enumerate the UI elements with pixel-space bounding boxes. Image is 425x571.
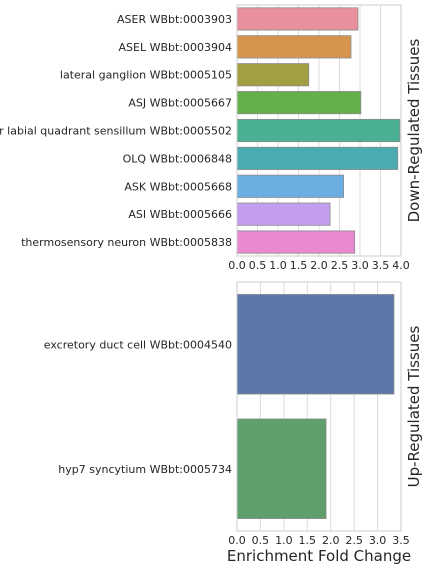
x-tick-label: 3.5 — [392, 534, 410, 547]
category-label: ASER WBbt:0003903 — [117, 13, 232, 26]
category-label: outer labial quadrant sensillum WBbt:000… — [0, 125, 232, 138]
category-label: ASI WBbt:0005666 — [128, 208, 232, 221]
bar — [236, 418, 327, 519]
x-tick-label: 2.0 — [322, 534, 340, 547]
bar — [236, 230, 356, 254]
x-tick-label: 1.5 — [299, 534, 317, 547]
category-label: lateral ganglion WBbt:0005105 — [60, 69, 232, 82]
side-label: Down-Regulated Tissues — [405, 38, 423, 222]
bar — [236, 294, 395, 395]
category-label: excretory duct cell WBbt:0004540 — [44, 338, 232, 351]
bar — [236, 146, 399, 170]
bar — [236, 118, 401, 143]
x-axis-title: Enrichment Fold Change — [227, 547, 411, 565]
category-label: OLQ WBbt:0006848 — [123, 152, 232, 165]
category-label: ASEL WBbt:0003904 — [119, 41, 233, 54]
bar — [236, 7, 359, 31]
up-regulated-panel: 0.0 0.5 1.0 1.5 2.0 2.5 3.0 3.5 excretory duct c… — [44, 281, 423, 565]
x-tick-label: 2.5 — [345, 534, 363, 547]
bar — [236, 91, 362, 115]
x-tick-label: 3.5 — [372, 259, 390, 272]
bar — [236, 35, 352, 59]
x-tick-label: 2.0 — [310, 259, 328, 272]
x-tick-label: 3.0 — [369, 534, 387, 547]
category-label: hyp7 syncytium WBbt:0005734 — [58, 463, 232, 476]
x-tick-label: 3.0 — [351, 259, 369, 272]
category-label: ASJ WBbt:0005667 — [128, 97, 232, 110]
x-tick-label: 0.0 — [228, 259, 246, 272]
bar — [236, 63, 310, 87]
x-tick-label: 1.5 — [290, 259, 308, 272]
plot-frame — [236, 281, 402, 532]
plot-frame — [236, 4, 402, 257]
x-tick-label: 4.0 — [392, 259, 410, 272]
x-tick-label: 1.0 — [269, 259, 287, 272]
category-label: thermosensory neuron WBbt:0005838 — [21, 236, 232, 249]
bar — [236, 202, 331, 226]
x-tick-label: 0.5 — [249, 259, 267, 272]
x-tick-label: 0.0 — [228, 534, 246, 547]
bar — [236, 174, 344, 198]
side-label: Up-Regulated Tissues — [405, 325, 423, 487]
x-tick-label: 0.5 — [252, 534, 270, 547]
x-tick-label: 2.5 — [331, 259, 349, 272]
category-label: ASK WBbt:0005668 — [124, 180, 232, 193]
x-tick-label: 1.0 — [275, 534, 293, 547]
down-regulated-panel: 0.0 0.5 1.0 1.5 2.0 2.5 3.0 3.5 4.0 ASER WBbt:000… — [0, 4, 423, 272]
